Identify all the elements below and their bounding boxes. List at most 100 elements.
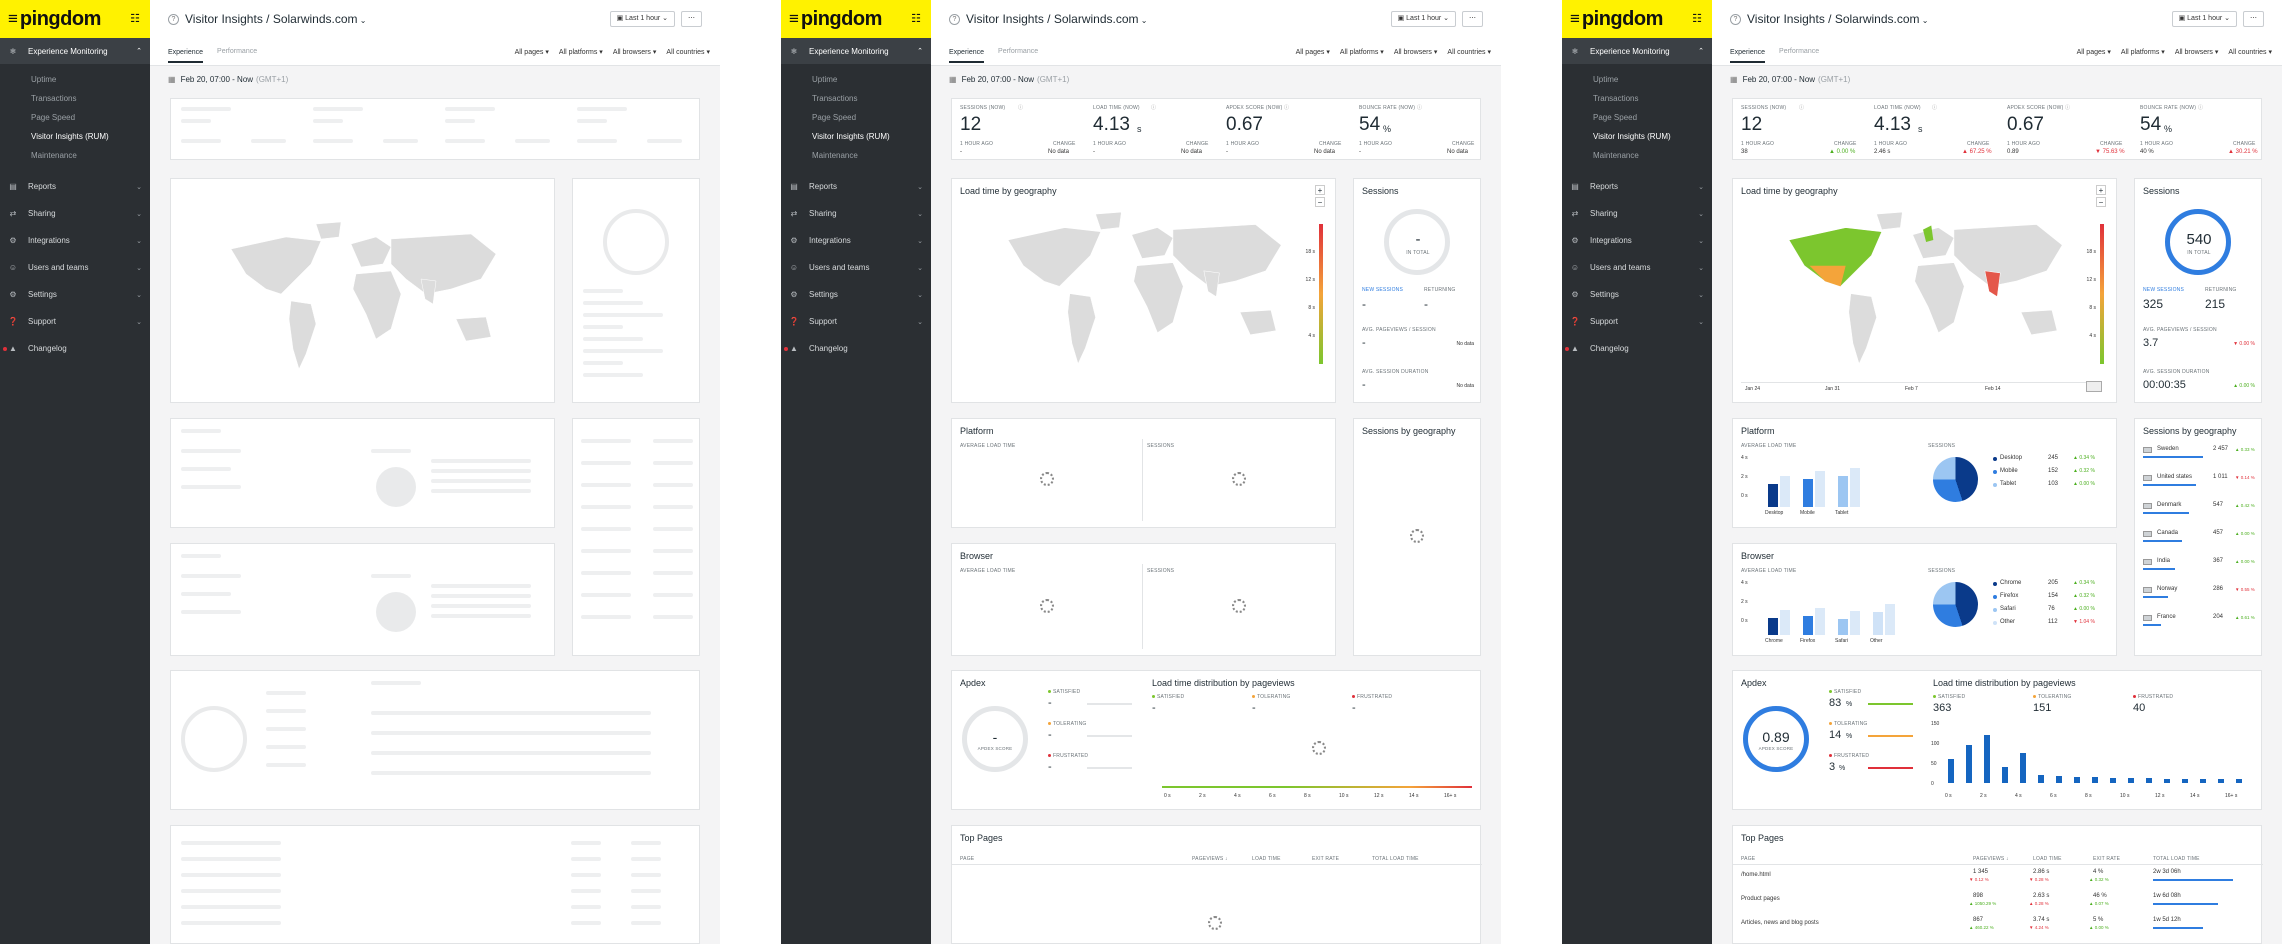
range-select[interactable]: ▣ Last 1 hour ⌄ [1390, 11, 1456, 27]
map-greenland[interactable] [1876, 211, 1903, 230]
dist-bar[interactable] [2110, 777, 2116, 783]
submenu-item-0[interactable]: Uptime [31, 75, 57, 84]
table-row[interactable]: Product pages 898 ▲ 1050.29 % 2.63 s ▲ 0.28 … [1733, 893, 2263, 915]
more-button[interactable]: ⋯ [1462, 11, 1483, 27]
more-button[interactable]: ⋯ [2243, 11, 2264, 27]
submenu-item-2[interactable]: Page Speed [1593, 113, 1638, 122]
nav-experience-monitoring[interactable]: ❄ Experience Monitoring ⌃ [0, 38, 150, 64]
bar-other[interactable] [1873, 612, 1883, 635]
dist-bar[interactable] [2038, 775, 2044, 783]
submenu-item-3[interactable]: Visitor Insights (RUM) [1593, 132, 1671, 141]
filter-2[interactable]: All browsers ▾ [2174, 48, 2219, 56]
apps-grid-icon[interactable]: ☷ [130, 13, 140, 25]
nav-item-5[interactable]: ❓ Support ⌄ [1562, 308, 1712, 335]
filter-3[interactable]: All countries ▾ [2228, 48, 2272, 56]
dist-bar[interactable] [2074, 777, 2080, 783]
bar-tablet[interactable] [1838, 475, 1848, 507]
nav-item-5[interactable]: ❓ Support ⌄ [781, 308, 931, 335]
timeline-slider[interactable] [1741, 382, 2101, 394]
world-map[interactable] [1768, 209, 2078, 374]
filter-2[interactable]: All browsers ▾ [612, 48, 657, 56]
submenu-item-4[interactable]: Maintenance [31, 151, 77, 160]
nav-item-4[interactable]: ⚙ Settings ⌄ [1562, 281, 1712, 308]
zoom-out-button[interactable]: − [2096, 197, 2106, 207]
submenu-item-3[interactable]: Visitor Insights (RUM) [812, 132, 890, 141]
map-europe[interactable] [1912, 227, 1955, 259]
submenu-item-2[interactable]: Page Speed [31, 113, 76, 122]
filter-0[interactable]: All pages ▾ [514, 48, 549, 56]
filter-3[interactable]: All countries ▾ [666, 48, 710, 56]
dist-bar[interactable] [2200, 779, 2206, 783]
dist-bar[interactable] [2164, 778, 2170, 783]
submenu-item-4[interactable]: Maintenance [812, 151, 858, 160]
map-south-america[interactable] [288, 300, 317, 370]
map-asia[interactable] [1172, 224, 1282, 287]
dist-bar[interactable] [1966, 745, 1972, 783]
timeline-handle[interactable] [2086, 381, 2102, 392]
nav-item-0[interactable]: ▤ Reports ⌄ [781, 173, 931, 200]
zoom-in-button[interactable]: + [2096, 185, 2106, 195]
map-asia[interactable] [1953, 224, 2063, 287]
nav-item-2[interactable]: ⚙ Integrations ⌄ [1562, 227, 1712, 254]
more-button[interactable]: ⋯ [681, 11, 702, 27]
nav-item-6[interactable]: ▲ Changelog [0, 335, 150, 362]
submenu-item-0[interactable]: Uptime [812, 75, 838, 84]
nav-item-6[interactable]: ▲ Changelog [781, 335, 931, 362]
bar-chrome[interactable] [1768, 618, 1778, 635]
table-row[interactable]: Articles, news and blog posts 867 ▲ 460.22… [1733, 917, 2263, 939]
map-south-america[interactable] [1848, 293, 1877, 365]
tab-1[interactable]: Performance [217, 48, 258, 55]
submenu-item-4[interactable]: Maintenance [1593, 151, 1639, 160]
dist-bar[interactable] [2236, 779, 2242, 783]
filter-1[interactable]: All platforms ▾ [2120, 48, 2165, 56]
nav-item-0[interactable]: ▤ Reports ⌄ [1562, 173, 1712, 200]
nav-item-6[interactable]: ▲ Changelog [1562, 335, 1712, 362]
apps-grid-icon[interactable]: ☷ [911, 13, 921, 25]
filter-0[interactable]: All pages ▾ [1295, 48, 1330, 56]
nav-item-3[interactable]: ☺ Users and teams ⌄ [781, 254, 931, 281]
tab-1[interactable]: Performance [1779, 48, 1820, 55]
title-chevron-icon[interactable]: ⌄ [1919, 16, 1929, 25]
back-icon[interactable]: ? [949, 13, 960, 25]
nav-item-2[interactable]: ⚙ Integrations ⌄ [0, 227, 150, 254]
table-row[interactable]: /home.html 1 345 ▼ 0.12 % 2.86 s ▼ 0.28 % 4 %… [1733, 869, 2263, 891]
submenu-item-1[interactable]: Transactions [1593, 94, 1639, 103]
dist-bar[interactable] [2002, 767, 2008, 783]
dist-bar[interactable] [1948, 759, 1954, 783]
filter-3[interactable]: All countries ▾ [1447, 48, 1491, 56]
nav-item-2[interactable]: ⚙ Integrations ⌄ [781, 227, 931, 254]
dist-bar[interactable] [2056, 775, 2062, 783]
map-north-america[interactable] [1788, 227, 1883, 287]
tab-0[interactable]: Experience [949, 40, 985, 63]
map-africa[interactable] [352, 270, 402, 340]
tab-1[interactable]: Performance [998, 48, 1039, 55]
map-greenland[interactable] [315, 221, 342, 240]
zoom-in-button[interactable]: + [1315, 185, 1325, 195]
map-europe[interactable] [350, 236, 392, 268]
bar-mobile[interactable] [1803, 479, 1813, 507]
zoom-out-button[interactable]: − [1315, 197, 1325, 207]
map-scandinavia[interactable] [1923, 225, 1934, 243]
filter-1[interactable]: All platforms ▾ [558, 48, 603, 56]
tab-0[interactable]: Experience [168, 40, 204, 63]
map-greenland[interactable] [1095, 211, 1122, 230]
back-icon[interactable]: ? [168, 13, 179, 25]
title-chevron-icon[interactable]: ⌄ [357, 16, 367, 25]
bar-safari[interactable] [1838, 619, 1848, 635]
submenu-item-2[interactable]: Page Speed [812, 113, 857, 122]
submenu-item-3[interactable]: Visitor Insights (RUM) [31, 132, 109, 141]
title-chevron-icon[interactable]: ⌄ [1138, 16, 1148, 25]
dist-bar[interactable] [2218, 779, 2224, 783]
map-north-america[interactable] [1007, 227, 1102, 287]
dist-bar[interactable] [2020, 753, 2026, 783]
submenu-item-1[interactable]: Transactions [31, 94, 77, 103]
submenu-item-0[interactable]: Uptime [1593, 75, 1619, 84]
map-southern-us[interactable] [1809, 265, 1846, 287]
map-india[interactable] [1984, 270, 2001, 298]
map-north-america[interactable] [230, 236, 322, 295]
nav-item-1[interactable]: ⇄ Sharing ⌄ [781, 200, 931, 227]
nav-item-4[interactable]: ⚙ Settings ⌄ [781, 281, 931, 308]
dist-bar[interactable] [2092, 777, 2098, 783]
map-india[interactable] [1203, 270, 1220, 298]
map-asia[interactable] [390, 233, 497, 295]
